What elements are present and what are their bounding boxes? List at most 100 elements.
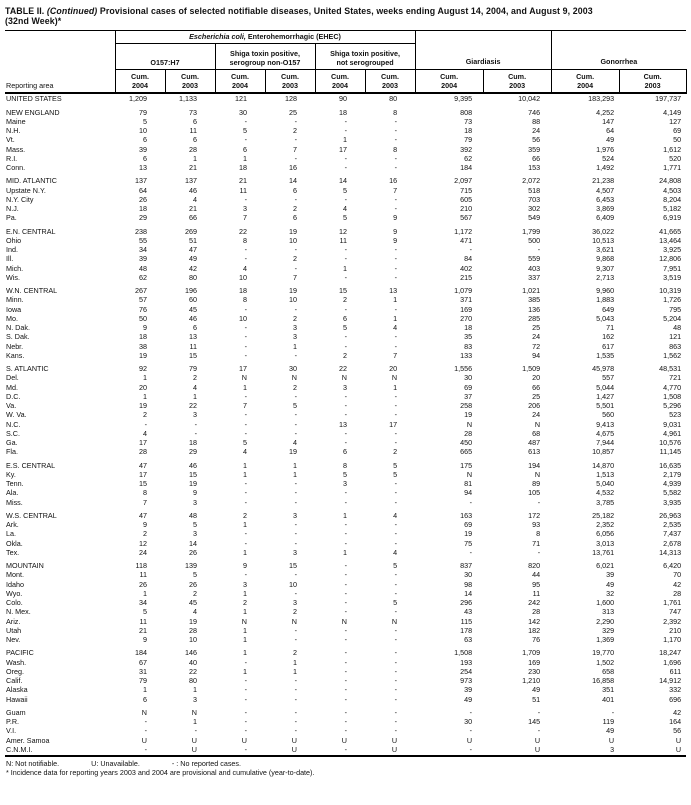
value-cell: - [294,538,297,548]
value-cell: 14 [289,176,297,186]
value-cell: 6 [343,313,347,323]
table-title-line1: TABLE II. (Continued) Provisional cases … [5,6,686,16]
value-cell: 184 [460,163,473,173]
value-cell: 1,509 [522,364,541,374]
value-cell: U [265,744,315,758]
value-cell: 559 [528,254,541,264]
value-cell: 721 [669,373,682,383]
value-cell: - [394,520,398,530]
value-cell: 285 [528,313,541,323]
value-cell: - [394,529,398,539]
value-cell: - [294,194,297,204]
value-cell: - [344,635,347,645]
value-cell: 1 [243,382,247,392]
value-cell: 10,576 [659,438,682,448]
value-cell: 703 [528,194,541,204]
value-cell: 3 [551,744,620,758]
value-cell: - [244,350,247,360]
value-cell: 1 [243,588,247,598]
table-row: Ariz. 11 19 N N N N 115 142 2,290 2,392 [5,617,686,626]
reporting-area-cell: PACIFIC [6,648,34,658]
value-cell: 11 [189,341,197,351]
value-cell: 1 [343,263,347,273]
value-cell: 1,508 [454,648,473,658]
value-cell: 11 [189,126,197,136]
value-cell: 4,149 [663,107,682,117]
value-cell: 5,501 [596,401,615,411]
value-cell: 128 [285,94,297,104]
value-cell: - [344,707,347,717]
reporting-area-cell: S. ATLANTIC [6,364,49,374]
value-cell: - [344,726,347,736]
value-cell: 5 [393,469,398,479]
value-cell: 49 [464,694,473,704]
value-cell: - [294,570,297,580]
value-cell: 42 [673,579,682,589]
value-cell: 2 [293,648,297,658]
table-row: D.C. 1 1 - - - - 37 25 1,427 1,508 [5,392,686,401]
value-cell: 1,209 [129,94,147,104]
value-cell: N [141,707,147,717]
table-row: Ark. 9 5 1 - - - 69 93 2,352 2,535 [5,520,686,529]
table-row: PACIFIC 184 146 1 2 - - 1,508 1,709 19,770 18,247 [5,644,686,657]
value-cell: 3 [243,579,247,589]
value-cell: 649 [602,304,615,314]
value-cell: 19 [139,401,147,411]
value-cell: 71 [606,323,615,333]
value-cell: 12 [139,538,147,548]
value-cell: 18 [139,204,147,214]
value-cell: N [534,469,541,479]
value-cell: 37 [464,391,473,401]
value-cell: 12,806 [659,254,682,264]
table-title-line2: (32nd Week)* [5,16,62,27]
value-cell: 25 [532,391,541,401]
value-cell: N [191,707,197,717]
value-cell: 136 [528,304,541,314]
reporting-area-cell: R.I. [6,153,18,163]
value-cell: 1 [243,153,247,163]
table-body: UNITED STATES 1,209 1,133 121 128 90 80 9,395 10… [5,93,687,758]
value-cell: 22 [189,666,197,676]
value-cell: - [344,520,347,530]
value-cell: 3 [293,510,297,520]
value-cell: 68 [532,428,541,438]
value-cell: 17 [139,469,147,479]
table-row: UNITED STATES 1,209 1,133 121 128 90 80 9,395 10… [5,93,686,103]
value-cell: 178 [460,625,473,635]
value-cell: 32 [606,588,615,598]
cum-label: Cum. [131,72,149,82]
value-cell: - [394,717,398,727]
value-cell: - [244,304,247,314]
value-cell: 1 [143,685,147,695]
value-cell: 93 [532,520,541,530]
value-cell: 34 [139,598,147,608]
value-cell: 6 [193,116,197,126]
reporting-area-cell: Fla. [6,447,18,457]
value-cell: 19 [139,350,147,360]
value-cell: 19 [289,226,297,236]
value-cell: 560 [602,410,615,420]
value-cell: 3,519 [663,272,682,282]
value-cell: - [344,570,347,580]
value-cell: - [294,676,297,686]
value-cell: 14 [464,588,473,598]
value-cell: 34 [139,245,147,255]
value-cell: - [344,666,347,676]
value-cell: 94 [464,488,473,498]
value-cell: 21 [139,625,147,635]
value-cell: - [294,419,297,429]
value-cell: - [294,116,297,126]
value-cell: 9,413 [596,419,615,429]
table-legend: N: Not notifiable. U: Unavailable. - : N… [5,760,686,769]
value-cell: U [534,735,541,745]
value-cell: 329 [602,625,615,635]
value-cell: 28 [673,588,682,598]
value-cell: 50 [139,313,147,323]
value-cell: 2 [293,382,297,392]
value-cell: 24 [139,547,147,557]
value-cell: - [294,391,297,401]
value-cell: 7 [243,401,247,411]
value-cell: - [394,428,398,438]
value-cell: U [291,735,297,745]
value-cell: 30 [464,373,473,383]
